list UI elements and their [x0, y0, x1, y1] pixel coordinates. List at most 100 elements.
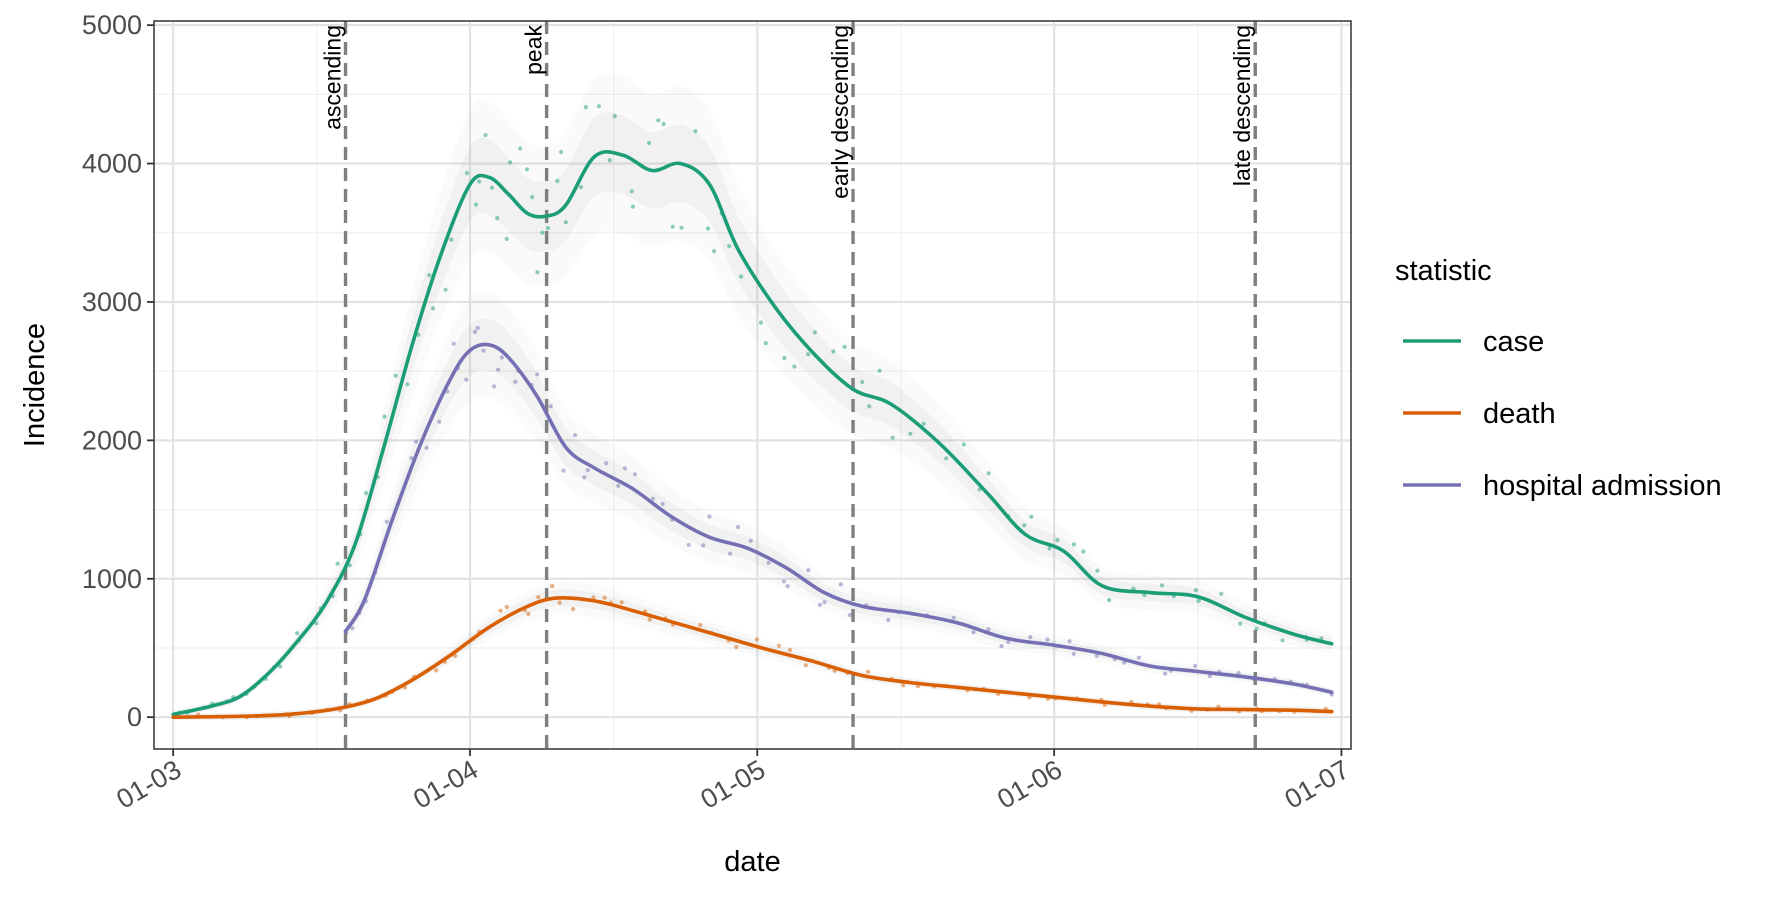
point-case: [1047, 546, 1052, 551]
panel-border: [153, 20, 1352, 750]
point-case: [464, 171, 470, 176]
point-hospital-admission: [707, 514, 712, 519]
point-hospital-admission: [1163, 671, 1168, 676]
point-case: [583, 105, 588, 110]
point-case: [630, 204, 636, 209]
point-case: [449, 237, 454, 242]
point-hospital-admission: [1071, 651, 1076, 657]
point-hospital-admission: [384, 519, 389, 524]
point-hospital-admission: [496, 367, 501, 372]
point-hospital-admission: [766, 560, 771, 565]
point-hospital-admission: [1045, 637, 1050, 642]
point-case: [782, 355, 787, 361]
point-case: [1095, 568, 1100, 573]
point-case: [842, 344, 847, 349]
point-hospital-admission: [481, 348, 486, 353]
y-tick-label: 5000: [82, 10, 142, 40]
point-case: [612, 114, 617, 119]
line-death: [171, 596, 1334, 719]
point-hospital-admission: [409, 456, 414, 461]
phase-markers: ascending peak early descending late descen…: [320, 21, 1257, 749]
point-case: [763, 341, 768, 346]
point-case: [712, 249, 717, 254]
point-case: [661, 121, 666, 127]
point-hospital-admission: [464, 377, 469, 382]
point-case: [364, 491, 369, 496]
y-axis-title: Incidence: [19, 323, 51, 447]
point-hospital-admission: [806, 568, 811, 573]
y-tick-label: 0: [127, 702, 142, 732]
point-case: [1280, 638, 1285, 643]
legend-label-hospital-admission: hospital admission: [1483, 470, 1722, 502]
point-hospital-admission: [951, 615, 956, 620]
point-case: [727, 243, 732, 249]
x-tick-label: 01-03: [111, 754, 186, 815]
point-case: [545, 226, 551, 231]
point-case: [578, 185, 584, 190]
point-hospital-admission: [650, 496, 656, 501]
point-case: [921, 421, 926, 426]
y-tick-label: 1000: [82, 564, 142, 594]
point-death: [698, 622, 703, 628]
point-case: [860, 379, 865, 385]
point-case: [831, 349, 836, 354]
point-hospital-admission: [1094, 653, 1099, 658]
point-hospital-admission: [728, 551, 733, 556]
point-hospital-admission: [535, 372, 540, 377]
point-hospital-admission: [701, 543, 706, 548]
point-case: [792, 364, 797, 369]
point-case: [806, 352, 811, 357]
point-hospital-admission: [1207, 673, 1212, 679]
x-tick-label: 01-05: [695, 754, 770, 815]
point-case: [679, 225, 684, 230]
point-death: [591, 595, 596, 600]
point-hospital-admission: [451, 341, 456, 346]
point-case: [278, 664, 283, 669]
line-hospital-admission: [343, 342, 1334, 695]
point-hospital-admission: [437, 419, 442, 424]
point-hospital-admission: [491, 384, 497, 389]
point-death: [866, 669, 871, 674]
phase-label: ascending: [320, 25, 346, 130]
point-case: [1131, 586, 1136, 591]
point-case: [443, 287, 448, 292]
point-hospital-admission: [499, 355, 504, 360]
point-case: [867, 404, 872, 409]
point-case: [647, 140, 652, 146]
point-hospital-admission: [986, 627, 991, 632]
x-axis-title: date: [724, 846, 780, 878]
point-case: [890, 435, 895, 440]
point-death: [526, 611, 531, 617]
point-case: [596, 104, 602, 109]
point-case: [393, 373, 398, 378]
point-case: [908, 431, 913, 436]
phase-label: early descending: [827, 25, 853, 199]
point-case: [1159, 583, 1164, 588]
point-death: [619, 600, 624, 605]
observed-points: [175, 104, 1334, 720]
point-case: [1055, 538, 1060, 543]
point-hospital-admission: [1122, 660, 1127, 665]
line-case: [171, 150, 1334, 717]
point-hospital-admission: [472, 329, 478, 334]
point-case: [693, 129, 698, 134]
y-tick-label: 2000: [82, 425, 142, 455]
point-case: [739, 274, 744, 279]
point-hospital-admission: [1236, 671, 1241, 676]
point-case: [555, 178, 560, 184]
point-hospital-admission: [622, 466, 628, 471]
point-hospital-admission: [838, 582, 843, 587]
point-case: [1142, 593, 1147, 598]
point-case: [1022, 523, 1027, 528]
confidence-ribbons: [173, 72, 1332, 721]
point-hospital-admission: [585, 468, 590, 473]
point-case: [540, 230, 545, 235]
point-death: [504, 604, 509, 610]
point-death: [602, 595, 607, 600]
point-case: [518, 146, 523, 151]
point-death: [498, 608, 503, 613]
point-hospital-admission: [604, 461, 609, 466]
point-death: [754, 637, 760, 642]
x-tick-label: 01-07: [1280, 754, 1355, 815]
point-case: [495, 216, 500, 221]
